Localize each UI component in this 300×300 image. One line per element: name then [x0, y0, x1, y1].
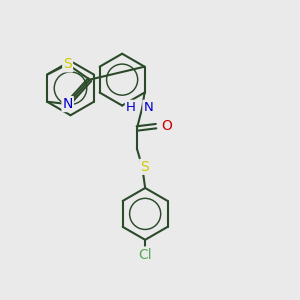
Text: S: S: [63, 57, 72, 71]
Text: S: S: [140, 160, 149, 174]
Text: N: N: [143, 101, 153, 114]
Text: O: O: [161, 119, 172, 133]
Text: N: N: [62, 97, 73, 111]
Text: Cl: Cl: [138, 248, 152, 262]
Text: H: H: [126, 101, 136, 114]
